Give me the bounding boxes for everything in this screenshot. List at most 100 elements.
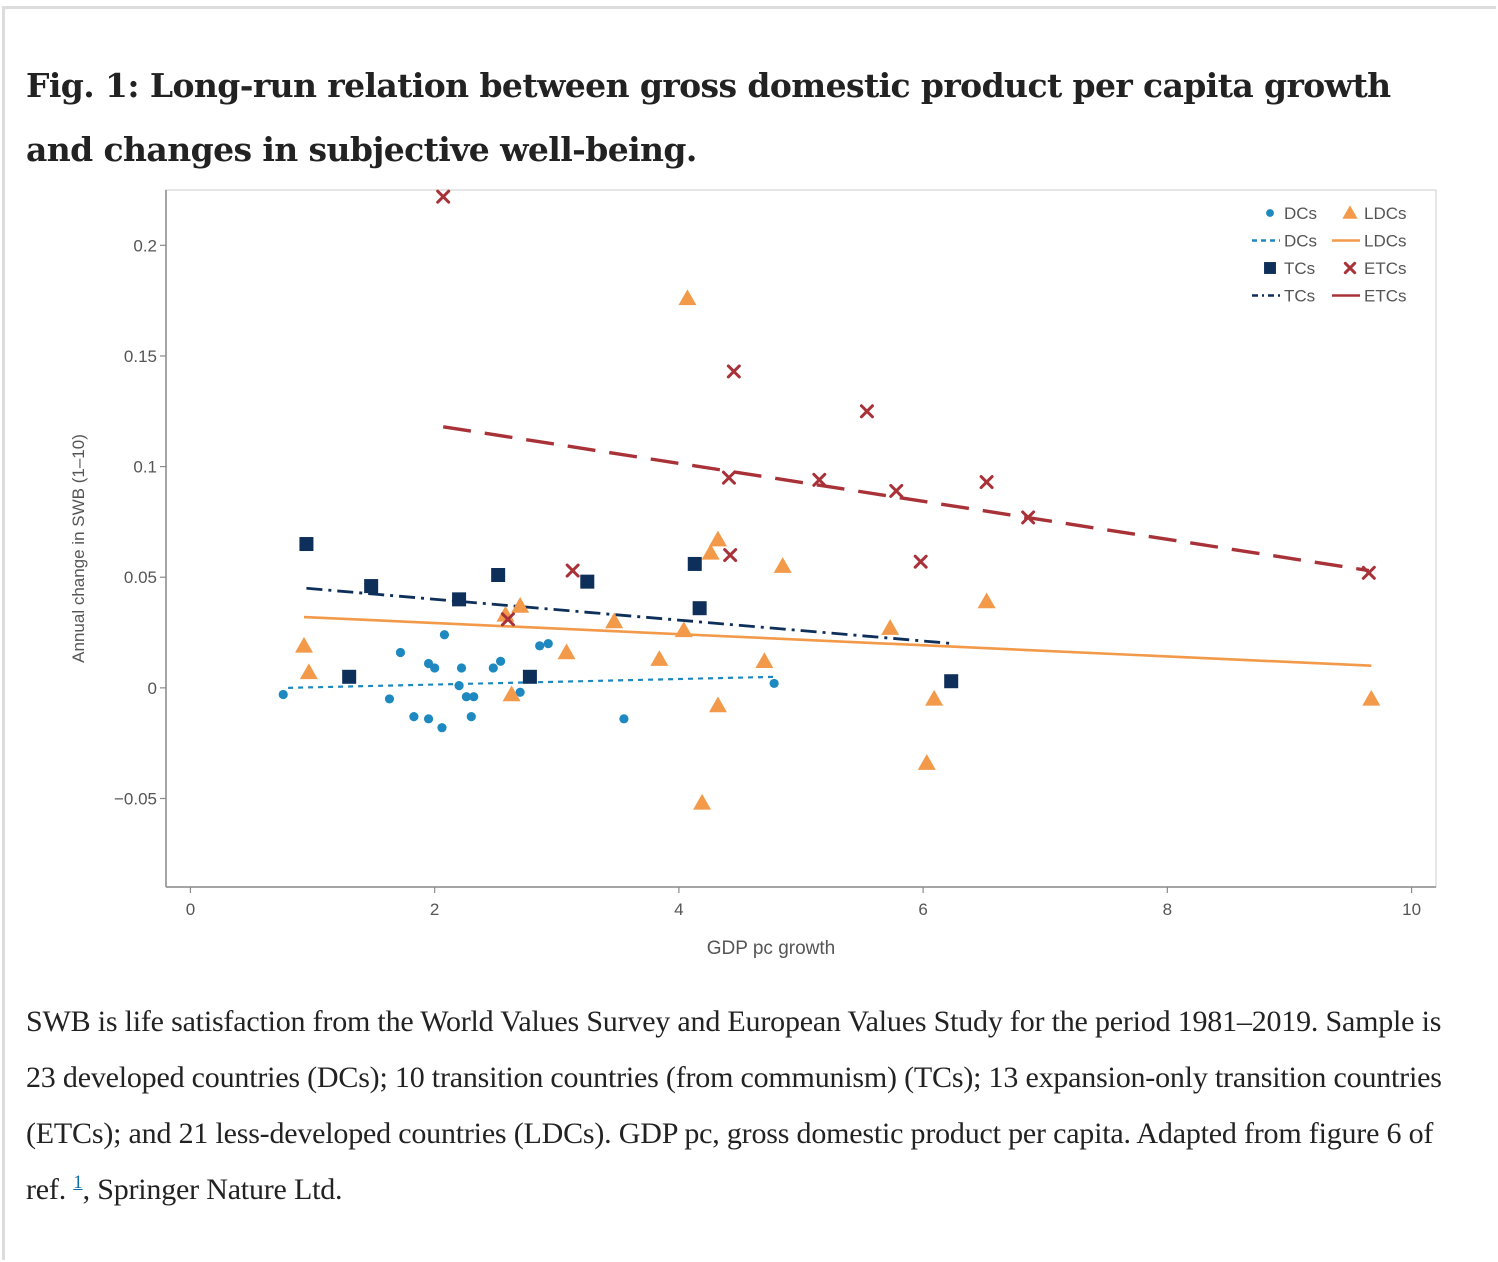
point-dcs [454,681,464,691]
point-dcs [395,647,406,658]
point-ldcs [693,793,712,810]
point-tcs [491,568,506,583]
point-tcs [687,556,702,571]
point-tcs [522,669,537,684]
point-ldcs [294,636,313,653]
point-ldcs [708,530,727,547]
scatter-chart-container: −0.05 0 0.05 0.1 0.15 0.2 0 2 4 6 8 10 GDP pc growth… [0,180,1498,970]
point-etcs [979,475,994,490]
point-etcs [500,612,515,627]
legend-item-dcs-marker: DCs [1266,204,1317,223]
legend-label: TCs [1284,287,1315,306]
scatter-chart: −0.05 0 0.05 0.1 0.15 0.2 0 2 4 6 8 10 GDP pc growth… [69,189,1437,959]
legend-label: DCs [1284,204,1317,223]
point-ldcs [605,612,624,629]
x-tick-label: 2 [430,900,439,919]
point-tcs [452,592,467,607]
point-etcs [436,189,451,204]
legend-item-ldcs-line: LDCs [1332,232,1407,251]
x-tick-label: 0 [186,900,195,919]
caption-text: SWB is life satisfaction from the World … [26,1005,1442,1206]
point-etcs [726,364,741,379]
y-tick-label: 0.05 [124,568,157,587]
point-dcs [769,678,779,689]
legend-tcs-marker-icon [1264,262,1276,274]
point-dcs [409,712,419,722]
caption-tail: , Springer Nature Ltd. [82,1173,343,1206]
point-dcs [456,663,467,673]
legend-item-dcs-line: DCs [1252,232,1317,251]
legend-item-ldcs-marker: LDCs [1342,204,1407,223]
point-ldcs [502,685,521,702]
point-dcs [515,687,525,697]
legend-label: LDCs [1364,232,1407,251]
point-ldcs [977,592,996,609]
point-etcs [565,563,580,578]
point-ldcs [925,689,944,706]
x-tick-label: 8 [1163,900,1172,919]
x-tick-label: 4 [674,900,683,919]
point-dcs [619,714,629,724]
legend-etcs-marker-icon [1343,261,1357,275]
legend-label: DCs [1284,232,1317,251]
point-ldcs [511,596,530,613]
point-ldcs [557,643,576,660]
point-etcs [1021,510,1036,525]
point-dcs [466,712,476,722]
point-tcs [299,537,314,552]
point-dcs [469,692,479,702]
legend-item-etcs-marker: ETCs [1343,259,1407,278]
legend-label: TCs [1284,259,1315,278]
point-ldcs [917,754,936,770]
point-etcs [723,548,738,563]
point-dcs [384,694,395,704]
y-tick-label: −0.05 [114,789,157,808]
point-tcs [580,574,595,589]
y-tick-label: 0.1 [133,458,157,477]
legend-item-tcs-line: TCs [1252,287,1315,306]
figure-title: Fig. 1: Long-run relation between gross … [26,66,1391,169]
point-etcs [812,472,827,487]
y-tick-label: 0 [148,679,157,698]
point-tcs [342,669,357,684]
reference-link[interactable]: 1 [73,1172,83,1193]
x-tick-label: 6 [918,900,927,919]
y-tick-label: 0.2 [133,236,157,255]
point-etcs [913,554,928,569]
trend-line-etcs [442,425,1370,573]
point-ldcs [650,650,669,666]
point-tcs [692,601,707,616]
point-dcs [535,641,545,651]
point-tcs [944,674,959,689]
point-ldcs [755,652,774,669]
legend-label: ETCs [1364,287,1407,306]
point-dcs [461,692,472,702]
legend-dcs-marker-icon [1266,209,1274,217]
point-ldcs [773,557,792,573]
y-axis-label: Annual change in SWB (1–10) [69,434,88,663]
legend-label: ETCs [1364,259,1407,278]
point-dcs [430,663,440,673]
trend-line-tcs [306,586,954,645]
point-dcs [423,714,434,724]
point-etcs [889,483,904,498]
legend-item-tcs-marker: TCs [1264,259,1315,278]
point-dcs [495,656,506,666]
legend-item-etcs-line: ETCs [1332,287,1407,306]
y-tick-label: 0.15 [124,347,157,366]
point-etcs [859,404,874,419]
point-dcs [488,663,498,673]
trend-line-ldcs [303,615,1372,668]
point-dcs [437,723,447,733]
x-tick-label: 10 [1402,900,1421,919]
point-ldcs [678,289,697,306]
point-etcs [721,470,736,485]
x-axis-label: GDP pc growth [707,938,835,959]
point-ldcs [881,619,900,635]
point-ldcs [674,621,693,638]
point-dcs [543,639,553,649]
legend-ldcs-marker-icon [1342,205,1358,219]
point-etcs [1361,565,1376,580]
point-ldcs [708,696,727,713]
point-ldcs [701,543,720,560]
